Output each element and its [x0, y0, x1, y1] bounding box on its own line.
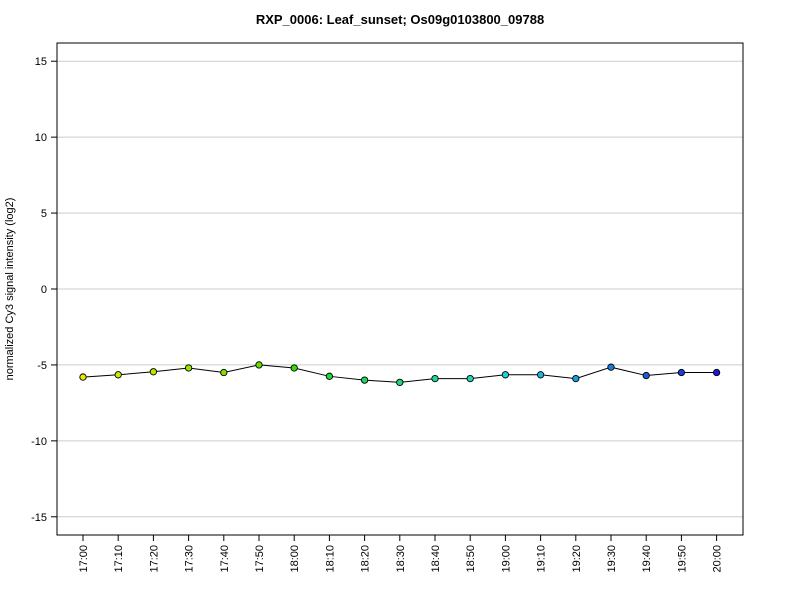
- data-point: [114, 371, 122, 379]
- x-tick-label: 19:50: [676, 545, 688, 573]
- x-tick-label: 17:10: [113, 545, 125, 573]
- x-tick-label: 17:40: [219, 545, 231, 573]
- y-tick-label: 5: [41, 208, 47, 220]
- data-point: [184, 364, 193, 372]
- x-tick-label: 19:10: [536, 545, 548, 573]
- data-point: [79, 373, 87, 381]
- data-point: [712, 368, 721, 377]
- data-point: [255, 361, 263, 369]
- data-point: [572, 374, 580, 383]
- x-tick-label: 17:30: [184, 545, 196, 573]
- x-tick-label: 19:20: [571, 545, 583, 573]
- x-tick-label: 18:50: [465, 545, 477, 573]
- y-tick-label: 10: [35, 132, 47, 144]
- data-point: [431, 374, 439, 383]
- y-tick-label: 0: [41, 284, 47, 296]
- x-tick-label: 19:40: [641, 545, 653, 573]
- data-point: [607, 363, 615, 371]
- data-point: [290, 364, 298, 372]
- data-point: [325, 372, 334, 380]
- data-point: [360, 376, 369, 384]
- x-tick-label: 17:00: [78, 545, 90, 573]
- x-axis: 17:00 17:10 17:20 17:30 17:40 17:50 18:00 18:10…: [78, 534, 724, 573]
- x-tick-label: 18:30: [395, 545, 407, 573]
- data-series: [79, 361, 721, 387]
- data-point: [149, 368, 158, 376]
- y-axis: 15 10 5 0 -5 -10 -15: [31, 56, 57, 524]
- data-point: [536, 371, 545, 379]
- x-tick-label: 19:30: [606, 545, 618, 573]
- y-tick-label: -10: [31, 436, 47, 448]
- x-tick-label: 17:20: [148, 545, 160, 573]
- data-point: [396, 378, 404, 387]
- x-tick-label: 18:10: [324, 545, 336, 573]
- y-tick-label: 15: [35, 56, 47, 68]
- x-tick-label: 18:40: [430, 545, 442, 573]
- y-tick-label: -15: [31, 512, 47, 524]
- data-point: [466, 374, 474, 383]
- x-tick-label: 17:50: [254, 545, 266, 573]
- x-tick-label: 19:00: [500, 545, 512, 573]
- data-point: [677, 368, 686, 377]
- x-tick-label: 18:00: [289, 545, 301, 573]
- x-tick-label: 18:20: [360, 545, 372, 573]
- data-point: [220, 368, 228, 377]
- gridlines: [57, 60, 743, 518]
- chart-title: RXP_0006: Leaf_sunset; Os09g0103800_0978…: [255, 12, 545, 27]
- x-tick-label: 20:00: [712, 545, 724, 573]
- data-point: [501, 371, 510, 379]
- y-tick-label: -5: [37, 360, 47, 372]
- data-point: [642, 371, 650, 380]
